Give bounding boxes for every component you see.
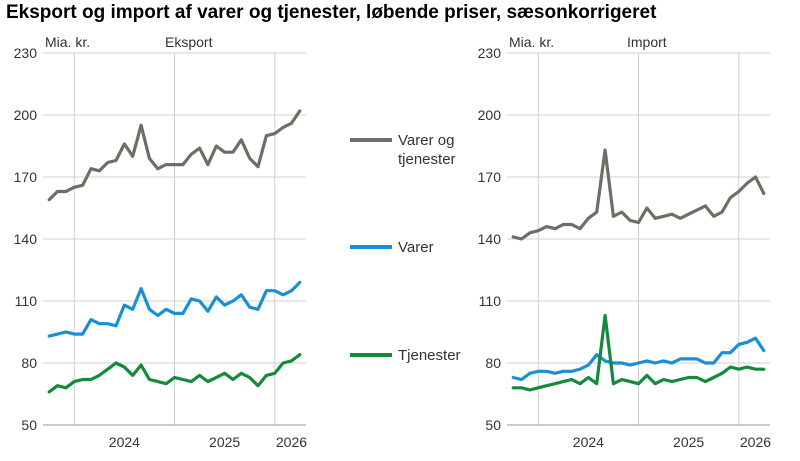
export-x-tick-label: 2024 — [109, 434, 140, 450]
import-series-line-goods — [511, 336, 766, 382]
import-y-tick-label: 80 — [485, 355, 501, 371]
export-x-tick-label: 2025 — [209, 434, 240, 450]
export-series-line-services — [47, 353, 302, 394]
import-ylabel: Mia. kr. — [509, 34, 554, 50]
import-x-tick-label: 2025 — [673, 434, 704, 450]
legend-label-services: Tjenester — [398, 347, 461, 364]
export-panel-title: Eksport — [165, 34, 213, 50]
legend-label-total: Varer og tjenester — [398, 132, 456, 168]
import-series-line-total — [511, 148, 766, 241]
import-series-line-services — [511, 313, 766, 392]
import-panel-title: Import — [627, 34, 667, 50]
import-y-tick-label: 140 — [478, 231, 502, 247]
import-y-tick-label: 230 — [478, 45, 502, 61]
export-y-tick-label: 230 — [14, 45, 38, 61]
export-y-tick-label: 200 — [14, 107, 38, 123]
export-series-line-total — [47, 109, 302, 202]
export-ylabel: Mia. kr. — [45, 34, 90, 50]
import-y-tick-label: 170 — [478, 169, 502, 185]
export-y-tick-label: 140 — [14, 231, 38, 247]
import-x-tick-label: 2024 — [573, 434, 604, 450]
legend-label-goods: Varer — [398, 239, 434, 256]
export-y-tick-label: 170 — [14, 169, 38, 185]
import-y-tick-label: 200 — [478, 107, 502, 123]
import-x-tick-label: 2026 — [740, 434, 771, 450]
import-y-tick-label: 110 — [479, 293, 502, 309]
export-y-tick-label: 50 — [21, 417, 37, 433]
chart-title: Eksport og import af varer og tjenester,… — [6, 2, 657, 23]
export-y-tick-label: 80 — [21, 355, 37, 371]
export-series-line-goods — [47, 280, 302, 338]
export-x-tick-label: 2026 — [276, 434, 307, 450]
export-y-tick-label: 110 — [15, 293, 38, 309]
import-y-tick-label: 50 — [485, 417, 501, 433]
